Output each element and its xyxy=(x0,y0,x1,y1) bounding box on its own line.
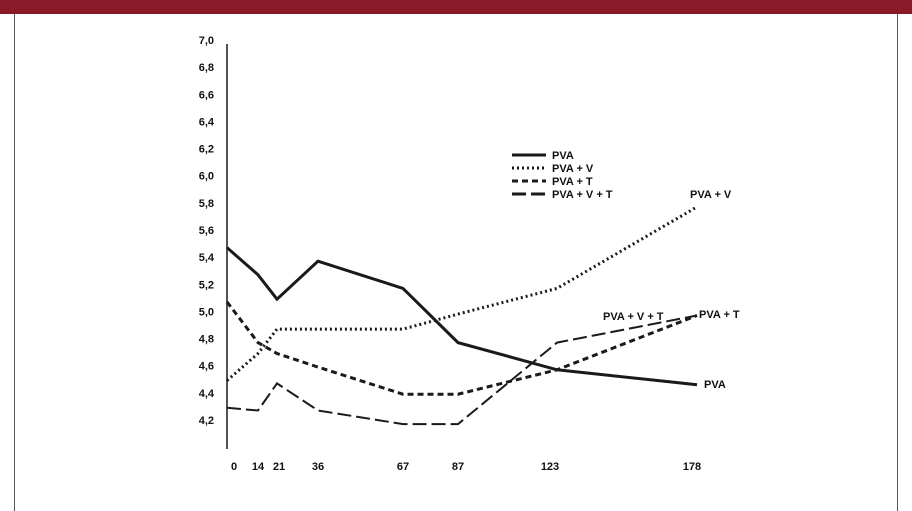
y-tick-label: 6,0 xyxy=(199,171,214,183)
figure-frame xyxy=(14,14,898,511)
y-tick-label: 4,8 xyxy=(199,334,214,346)
y-tick-label: 5,2 xyxy=(199,279,214,291)
legend-label: PVA + V + T xyxy=(552,189,613,201)
series-line-pva-v xyxy=(226,205,698,382)
y-tick-label: 6,4 xyxy=(199,116,215,128)
x-tick-label: 14 xyxy=(252,461,265,473)
y-tick-label: 5,6 xyxy=(199,225,214,237)
series-line-pva-v-t xyxy=(226,314,698,426)
legend-label: PVA + T xyxy=(552,176,593,188)
y-tick-labels: 4,2 4,4 4,6 4,8 5,0 5,2 5,4 5,6 5,8 6,0 6,2 6,4 6,6 6… xyxy=(199,35,215,427)
x-tick-labels: 0 14 21 36 67 87 123 178 xyxy=(231,461,701,473)
series-line-pva xyxy=(226,246,698,387)
y-tick-label: 6,6 xyxy=(199,89,214,101)
y-tick-label: 6,2 xyxy=(199,144,214,156)
y-tick-label: 6,8 xyxy=(199,62,214,74)
y-tick-label: 4,4 xyxy=(199,388,215,400)
legend-label: PVA xyxy=(552,150,574,162)
y-tick-label: 4,6 xyxy=(199,361,214,373)
x-tick-label: 67 xyxy=(397,461,409,473)
end-labels: PVA PVA + V PVA + T PVA + V + T xyxy=(603,189,740,391)
x-tick-label: 0 xyxy=(231,461,237,473)
series-end-label: PVA + V xyxy=(690,189,732,201)
y-tick-label: 5,8 xyxy=(199,198,214,210)
x-tick-label: 123 xyxy=(541,461,559,473)
x-tick-label: 178 xyxy=(683,461,701,473)
y-tick-label: 5,0 xyxy=(199,306,214,318)
series-end-label: PVA xyxy=(704,379,726,391)
x-tick-label: 36 xyxy=(312,461,324,473)
series-end-label: PVA + T xyxy=(699,309,740,321)
x-tick-label: 87 xyxy=(452,461,464,473)
series-lines xyxy=(225,205,698,426)
x-tick-label: 21 xyxy=(273,461,285,473)
legend-label: PVA + V xyxy=(552,163,594,175)
y-tick-label: 4,2 xyxy=(199,415,214,427)
series-end-label: PVA + V + T xyxy=(603,311,664,323)
y-tick-label: 5,4 xyxy=(199,252,215,264)
y-tick-label: 7,0 xyxy=(199,35,214,47)
top-banner xyxy=(0,0,912,14)
series-line-pva-t xyxy=(225,300,698,396)
